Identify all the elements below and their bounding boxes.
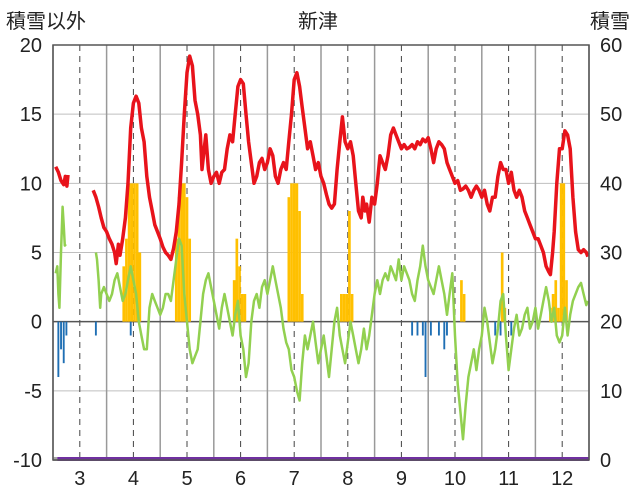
sunshine-bar (125, 238, 128, 322)
precip-bar (57, 321, 60, 377)
sunshine-bar (565, 280, 568, 322)
left-axis-title: 積雪以外 (6, 9, 86, 33)
left-tick-label: 0 (31, 312, 42, 334)
right-tick-label: 40 (600, 173, 622, 195)
temperature-line (91, 54, 590, 277)
precip-bar (421, 321, 424, 336)
left-tick-label: 20 (20, 35, 42, 57)
sunshine-bar (133, 183, 136, 322)
x-tick-label: 5 (181, 468, 192, 490)
right-tick-label: 30 (600, 243, 622, 265)
x-tick-label: 7 (289, 468, 300, 490)
x-tick-label: 10 (444, 468, 466, 490)
sunshine-bar (122, 266, 126, 322)
sunshine-bar (559, 183, 563, 322)
sunshine-bar (235, 238, 239, 322)
sunshine-bar (342, 294, 346, 322)
x-tick-label: 4 (128, 468, 139, 490)
sunshine-bar (188, 238, 192, 322)
left-tick-label: 5 (31, 243, 42, 265)
x-tick-label: 8 (342, 468, 353, 490)
left-tick-label: 15 (20, 104, 42, 126)
sunshine-bar (182, 183, 186, 322)
right-tick-label: 60 (600, 35, 622, 57)
precip-bar (499, 321, 502, 336)
sunshine-bar (138, 252, 142, 322)
precip-bar (510, 321, 513, 336)
sunshine-bar (348, 211, 351, 322)
precip-bar (446, 321, 448, 336)
right-tick-label: 10 (600, 381, 622, 403)
left-tick-label: 10 (20, 173, 42, 195)
x-tick-label: 12 (551, 468, 573, 490)
sunshine-bar (232, 280, 236, 322)
sunshine-bar (562, 183, 566, 322)
sunshine-bar (127, 183, 131, 322)
precip-bar (60, 321, 62, 350)
sunshine-bar (240, 294, 244, 322)
sunshine-bar (298, 211, 301, 322)
left-tick-label: -5 (24, 381, 42, 403)
sunshine-bar (292, 183, 296, 322)
x-tick-label: 11 (498, 468, 519, 490)
precip-bar (494, 321, 497, 336)
x-tick-label: 3 (74, 468, 85, 490)
x-tick-label: 9 (396, 468, 407, 490)
precip-bar (443, 321, 446, 350)
sunshine-bar (177, 197, 181, 322)
sunshine-bar (135, 183, 139, 322)
right-tick-label: 50 (600, 104, 622, 126)
sunshine-bar (287, 197, 291, 322)
right-tick-label: 0 (600, 450, 611, 472)
sunshine-bar (462, 294, 466, 322)
sunshine-bar (185, 197, 189, 322)
sunshine-bar (500, 252, 504, 322)
line-series (54, 54, 590, 441)
sunshine-bar (300, 294, 304, 322)
chart-title: 新津 (298, 9, 338, 33)
right-tick-label: 20 (600, 312, 622, 334)
left-tick-label: -10 (13, 450, 42, 472)
sunshine-bar (350, 294, 354, 322)
precip-bar (94, 321, 97, 336)
sunshine-bar (345, 294, 349, 322)
precip-bar (62, 321, 65, 364)
anomaly-line (94, 237, 590, 441)
sunshine-bar (340, 294, 343, 322)
right-axis-title: 積雪 (590, 9, 630, 33)
anomaly-line (54, 205, 67, 310)
precip-bar (416, 321, 419, 336)
sunshine-bar (238, 266, 241, 322)
sunshine-bar (290, 183, 293, 322)
sunshine-bar (174, 238, 178, 322)
precip-bar (65, 321, 68, 336)
precip-bar (437, 321, 440, 336)
sunshine-bar (295, 183, 299, 322)
precip-bar (129, 321, 132, 336)
sunshine-bar (460, 280, 463, 322)
precip-bar (411, 321, 414, 336)
precip-bar (424, 321, 427, 377)
sunshine-bar (130, 183, 134, 322)
temperature-line (54, 165, 70, 188)
x-tick-label: 6 (235, 468, 246, 490)
precip-bar (429, 321, 432, 336)
sunshine-bar (243, 294, 247, 322)
sunshine-bar (554, 280, 558, 322)
plot-frame (52, 44, 590, 461)
sunshine-bar (557, 307, 560, 322)
